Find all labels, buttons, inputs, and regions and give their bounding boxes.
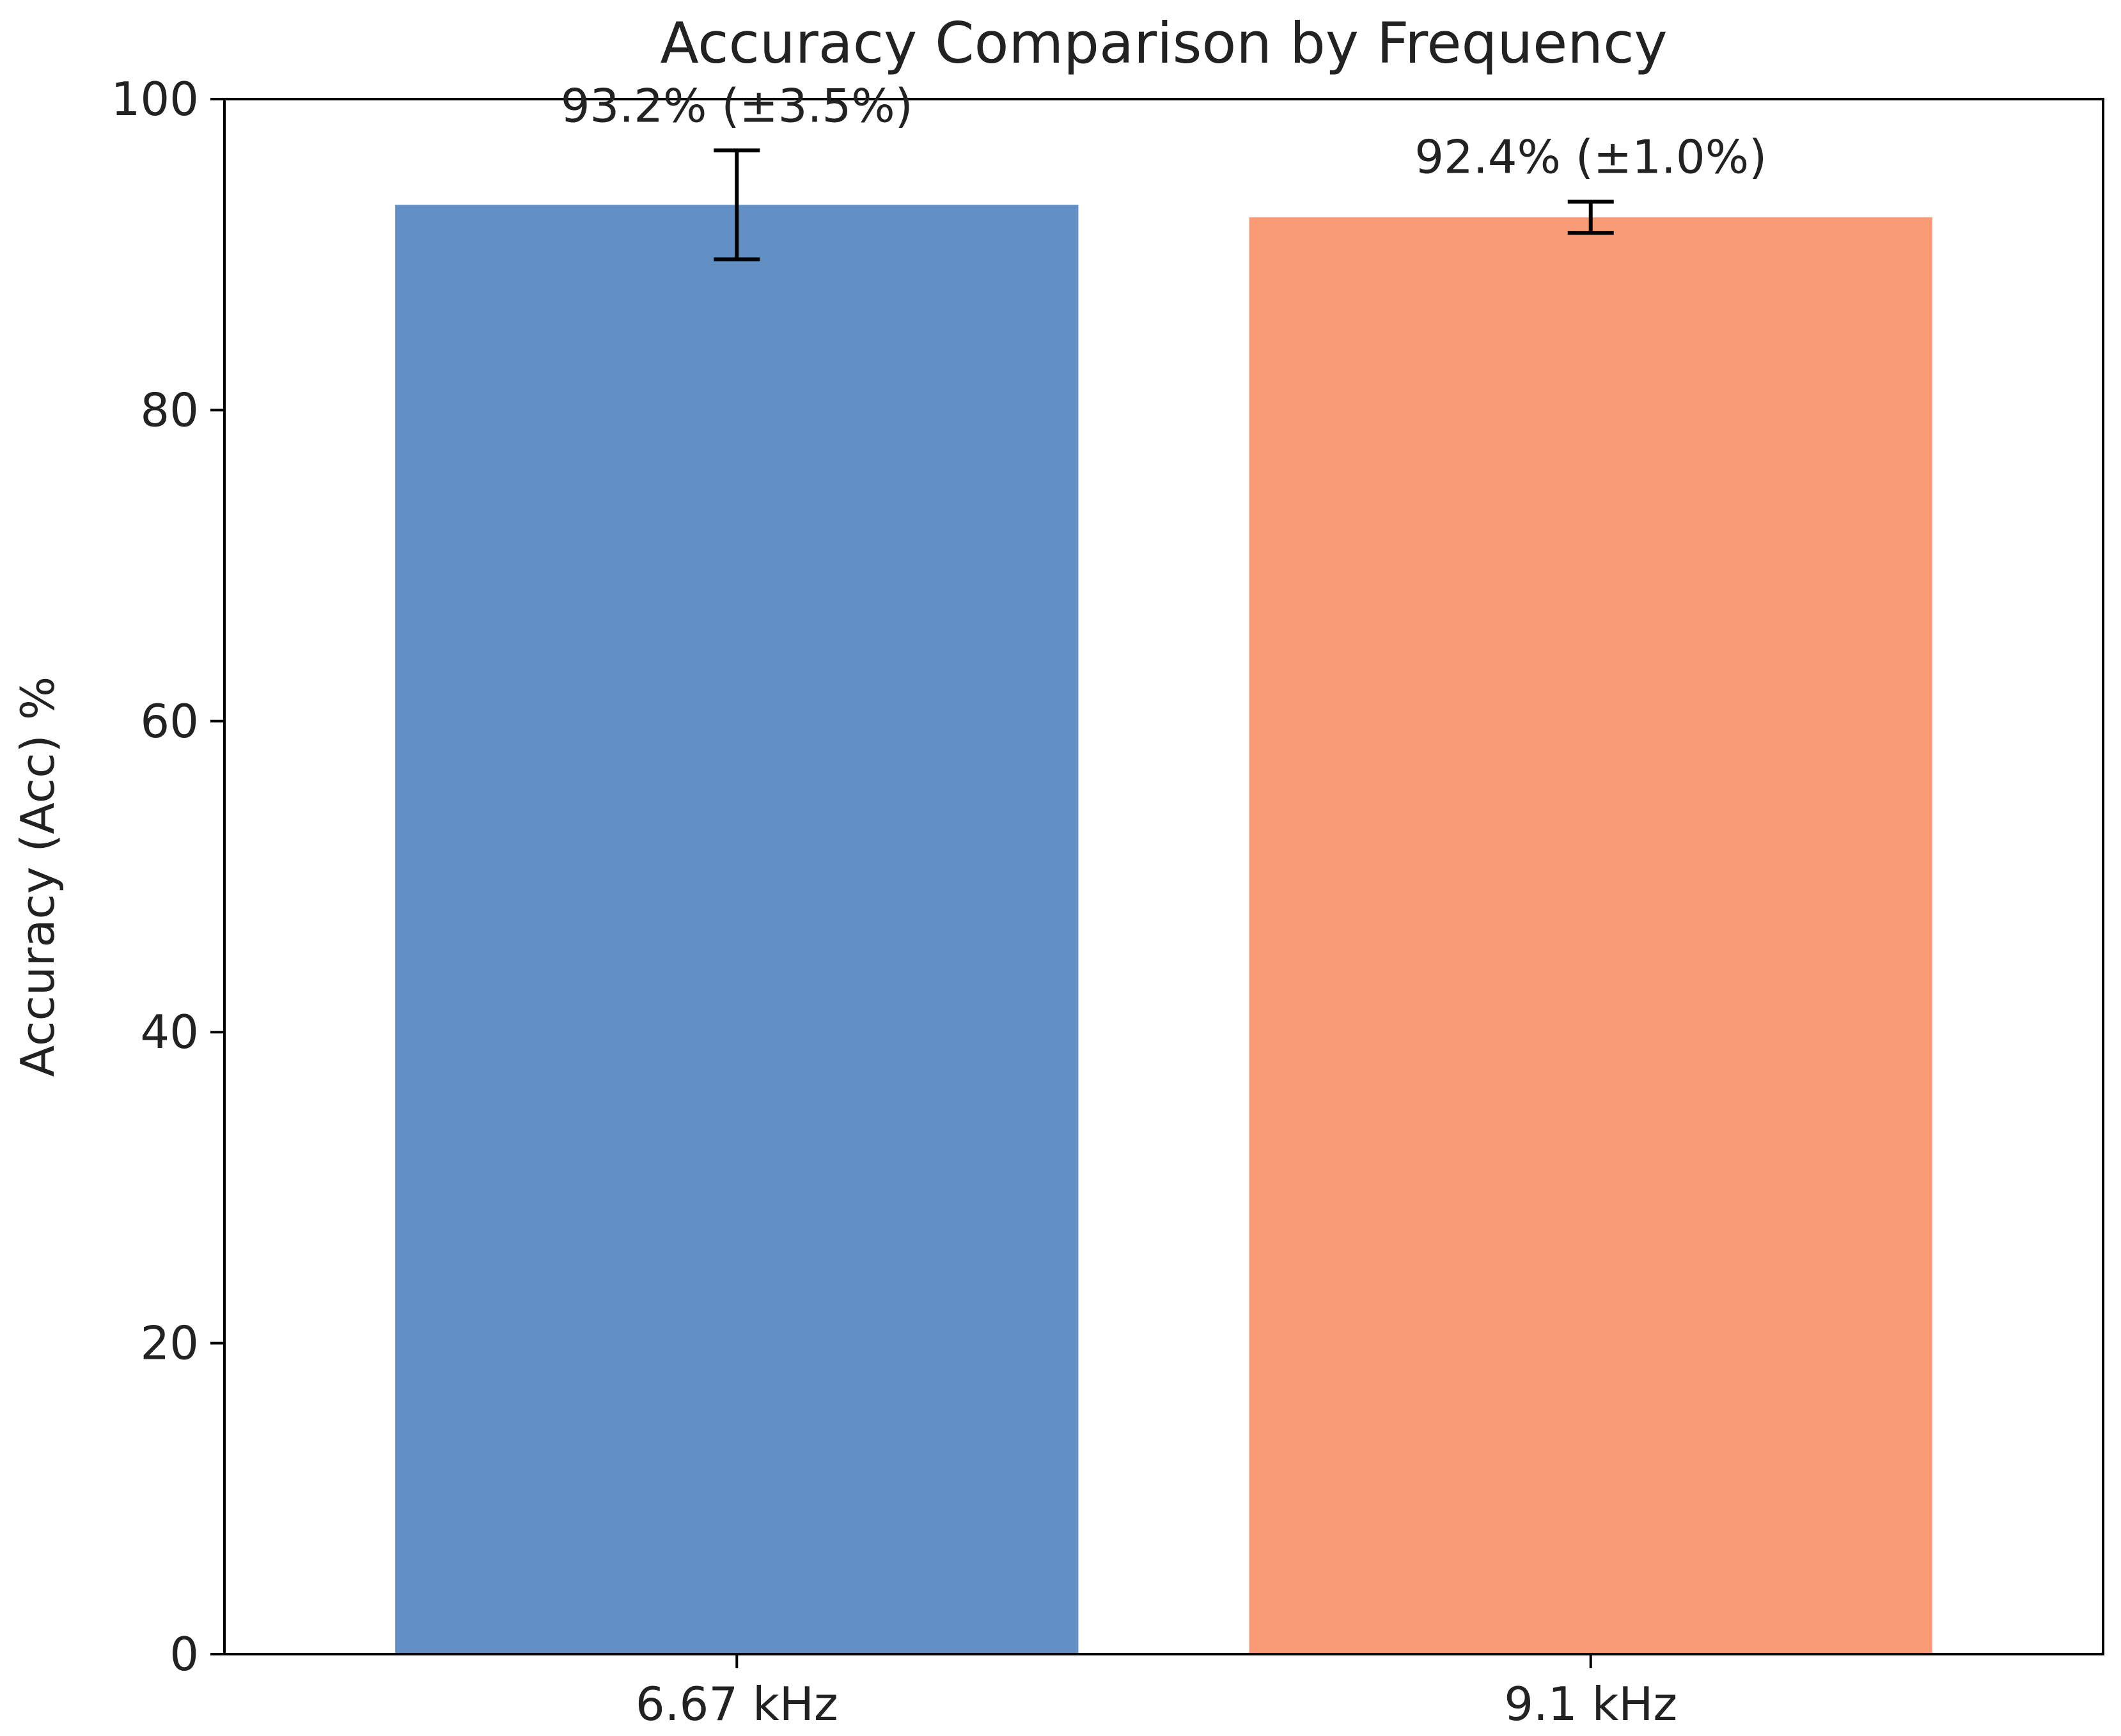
- chart-title: Accuracy Comparison by Frequency: [660, 10, 1667, 76]
- bar-1: [1249, 217, 1932, 1654]
- y-axis-label: Accuracy (Acc) %: [11, 676, 65, 1077]
- x-tick-label-1: 9.1 kHz: [1504, 1677, 1677, 1731]
- x-axis-ticks: 6.67 kHz 9.1 kHz: [636, 1654, 1677, 1731]
- errorbars-layer: [714, 148, 1614, 262]
- x-tick-label-0: 6.67 kHz: [636, 1677, 838, 1731]
- y-tick-label-1: 20: [140, 1317, 199, 1370]
- bars-layer: [395, 205, 1932, 1655]
- data-label-1: 92.4% (±1.0%): [1414, 130, 1767, 184]
- data-labels: 93.2% (±3.5%) 92.4% (±1.0%): [561, 79, 1767, 184]
- y-tick-label-5: 100: [111, 72, 199, 126]
- y-tick-label-3: 60: [140, 694, 199, 748]
- y-tick-label-0: 0: [169, 1627, 199, 1681]
- data-label-0: 93.2% (±3.5%): [561, 79, 913, 132]
- y-tick-label-4: 80: [140, 383, 199, 437]
- y-axis-ticks: 0 20 40 60 80 100: [111, 72, 224, 1681]
- plot-frame: [223, 98, 2104, 1655]
- bar-0: [395, 205, 1079, 1655]
- y-tick-label-2: 40: [140, 1005, 199, 1059]
